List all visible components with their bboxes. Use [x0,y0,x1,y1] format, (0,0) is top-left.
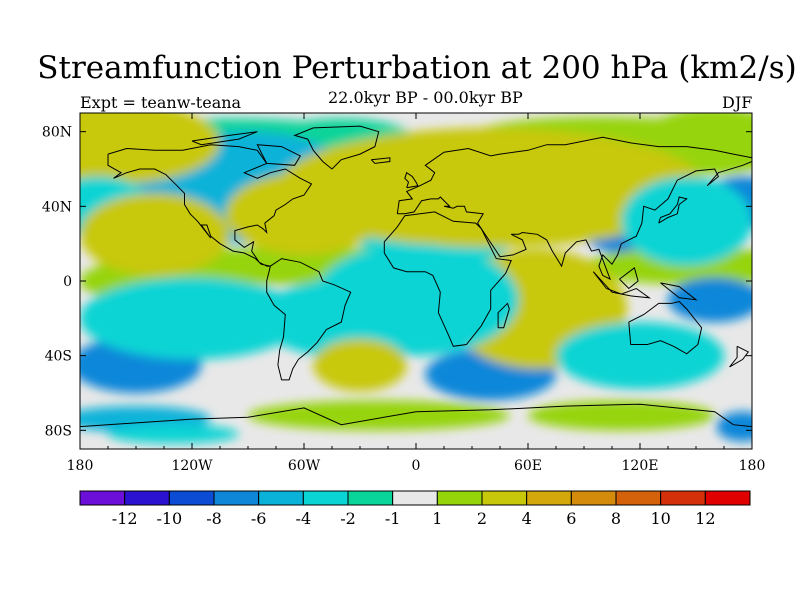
colorbar-swatch [347,490,394,506]
colorbar-label: -6 [251,509,267,528]
colorbar-label: -12 [112,509,138,528]
coastline [660,282,698,301]
lat-tick-label: 0 [63,274,72,290]
experiment-label: Expt = teanw-teana [80,93,242,112]
coastline [370,157,391,164]
longitude-axis: 180 120W 60W 0 60E 120E 180 [67,113,766,474]
coastline [80,403,752,428]
colorbar-swatch [526,490,572,506]
colorbar-swatch [258,490,304,506]
colorbar-swatch [302,490,349,506]
colorbar-label: 1 [432,509,442,528]
coastline [497,302,510,329]
coastline [729,345,750,368]
lat-tick-label: 80N [42,125,72,141]
colorbar-swatch [704,490,751,506]
colorbar-swatch [615,490,662,506]
season-label: DJF [722,93,753,112]
coastline [658,196,688,224]
colorbar-swatch [481,490,528,506]
lon-tick-label: 120W [171,458,213,474]
coastline [191,131,258,146]
lon-tick-label: 60E [514,458,542,474]
lon-tick-label: 180 [739,458,766,474]
coastline [107,144,313,267]
lon-tick-label: 0 [412,458,421,474]
anomaly-region [313,338,407,392]
colorbar-swatch [79,490,126,506]
coastline [619,267,639,290]
anomaly-region [556,322,724,390]
coastline [256,144,302,166]
coastline [592,271,652,299]
colorbar: -12 -10 -8 -6 -4 -2 -1 1 2 4 6 8 10 12 [79,490,751,528]
lon-tick-label: 60W [288,458,321,474]
colorbar-swatch [124,490,170,506]
coastlines [80,125,752,428]
colorbar-label: 4 [522,509,532,528]
anomaly-region [80,193,230,276]
colorbar-label: -2 [340,509,356,528]
colorbar-label: -10 [156,509,182,528]
colorbar-label: 6 [566,509,576,528]
colorbar-label: 2 [477,509,487,528]
colorbar-swatch [168,490,215,506]
anomaly-region [80,113,220,184]
colorbar-label: -4 [296,509,312,528]
colorbar-swatch [213,490,260,506]
anomaly-region [276,127,706,248]
lat-tick-label: 40S [45,349,72,365]
field-region [528,400,715,431]
colorbar-label: -8 [206,509,222,528]
coastline [293,125,380,170]
lat-tick-label: 40N [42,199,72,215]
lon-tick-label: 120E [622,458,659,474]
latitude-axis: 80N 40N 0 40S 80S [42,125,752,439]
anomaly-region [621,176,752,267]
field-region [716,411,752,442]
lat-tick-label: 80S [45,423,72,439]
colorbar-swatch [660,490,706,506]
coastline [396,136,752,281]
coastline [628,300,703,355]
coastline [383,211,512,347]
colorbar-label: 10 [650,509,670,528]
colorbar-swatch [392,490,438,506]
time-range-subtitle: 22.0kyr BP - 00.0kyr BP [328,88,523,107]
anomaly-region [80,277,304,360]
colorbar-label: 12 [695,509,715,528]
colorbar-swatch [570,490,617,506]
field-region [107,424,239,444]
colorbar-label: 8 [611,509,621,528]
plot-title: Streamfunction Perturbation at 200 hPa (… [37,50,797,86]
coastline [404,171,419,189]
anomaly-region [313,243,519,356]
colorbar-label: -1 [385,509,401,528]
coastline [266,258,352,381]
lon-tick-label: 180 [67,458,94,474]
colorbar-swatch [436,490,483,506]
field-region [247,400,510,431]
field-region [668,277,752,323]
